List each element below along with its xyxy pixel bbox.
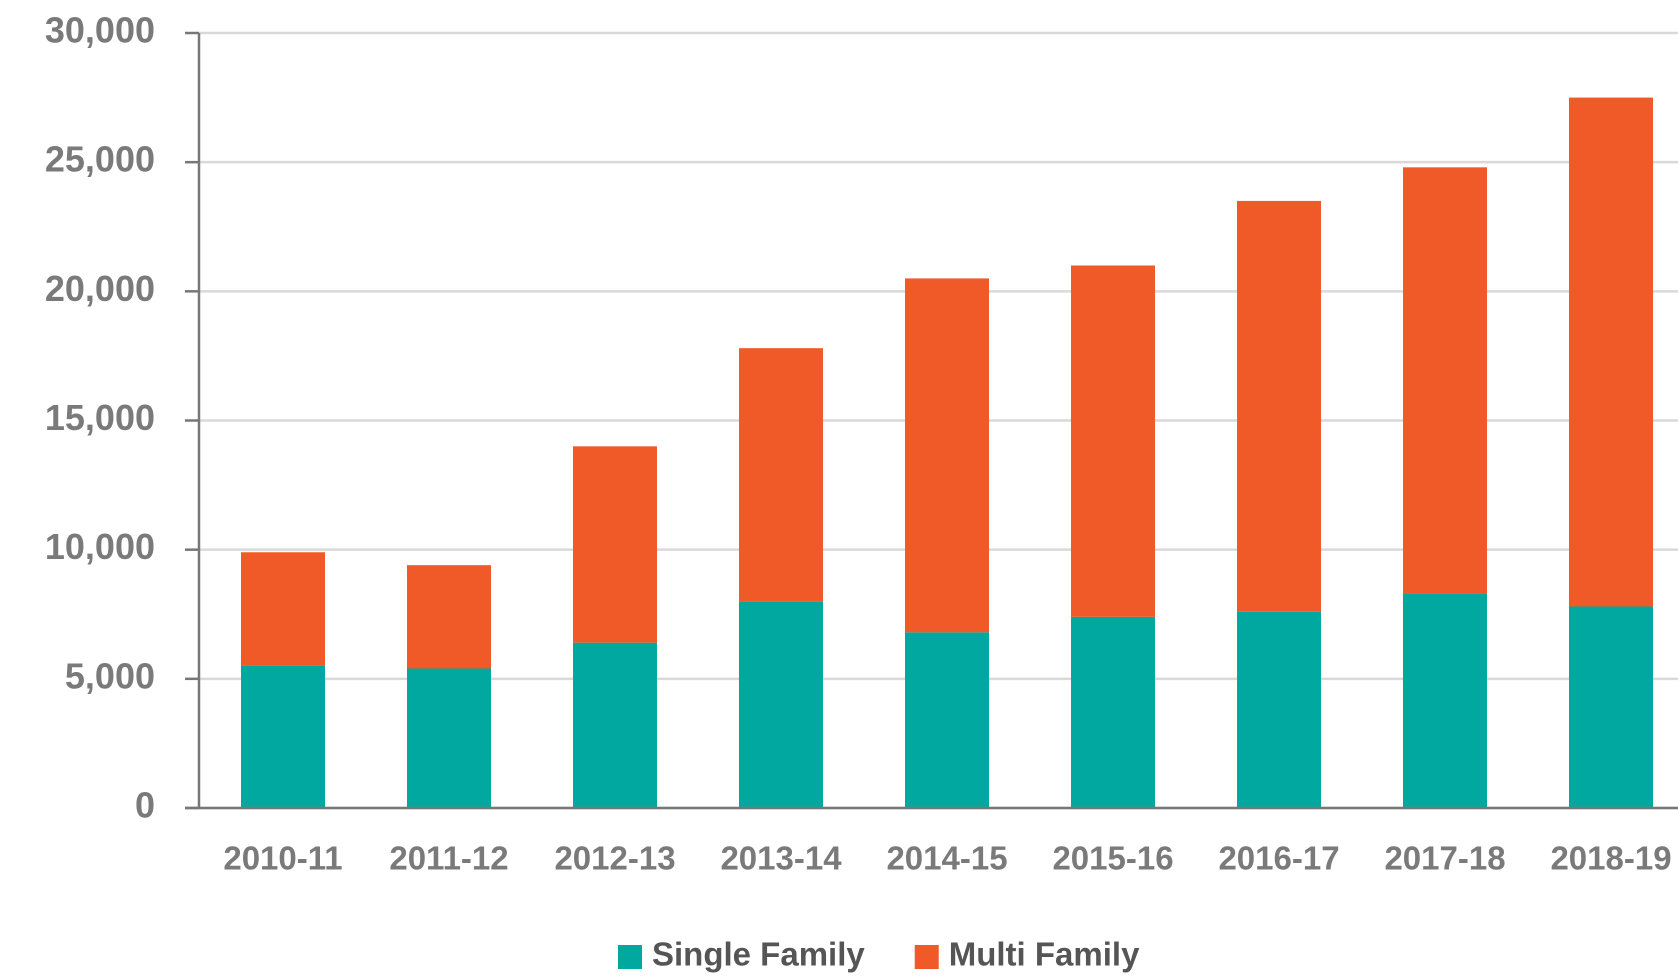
bar-segment (407, 668, 491, 808)
legend-swatch (618, 945, 642, 969)
x-tick-label: 2012-13 (554, 840, 675, 877)
bar-segment (241, 552, 325, 666)
x-tick-label: 2016-17 (1218, 840, 1339, 877)
x-tick-label: 2010-11 (223, 840, 342, 877)
y-tick-label: 20,000 (45, 268, 155, 309)
legend-swatch (914, 945, 939, 969)
y-tick-label: 5,000 (65, 655, 155, 696)
bar-segment (573, 446, 657, 643)
bar-segment (1403, 167, 1487, 594)
bar-segment (1237, 611, 1321, 808)
x-tick-label: 2017-18 (1384, 840, 1505, 877)
bar-segment (905, 632, 989, 808)
x-tick-label: 2013-14 (720, 840, 842, 877)
y-tick-label: 10,000 (45, 526, 155, 567)
bar-segment (1569, 606, 1653, 808)
bar-segment (1071, 265, 1155, 617)
bar-segment (241, 665, 325, 808)
x-tick-label: 2011-12 (389, 840, 508, 877)
x-tick-label: 2014-15 (886, 840, 1007, 877)
bar-segment (1237, 200, 1321, 612)
bar-segment (407, 565, 491, 669)
bar-segment (1071, 616, 1155, 808)
y-tick-label: 30,000 (45, 10, 155, 51)
legend-label: Single Family (652, 936, 865, 973)
y-tick-label: 0 (135, 785, 155, 826)
bar-segment (739, 348, 823, 602)
bar-segment (1569, 97, 1653, 607)
bar-segment (905, 278, 989, 633)
bar-segment (1403, 593, 1487, 808)
y-tick-label: 25,000 (45, 139, 155, 180)
legend-label: Multi Family (949, 936, 1140, 973)
y-tick-label: 15,000 (45, 397, 155, 438)
bar-segment (573, 642, 657, 808)
x-tick-label: 2015-16 (1052, 840, 1173, 877)
x-tick-label: 2018-19 (1550, 840, 1671, 877)
bar-segment (739, 601, 823, 808)
